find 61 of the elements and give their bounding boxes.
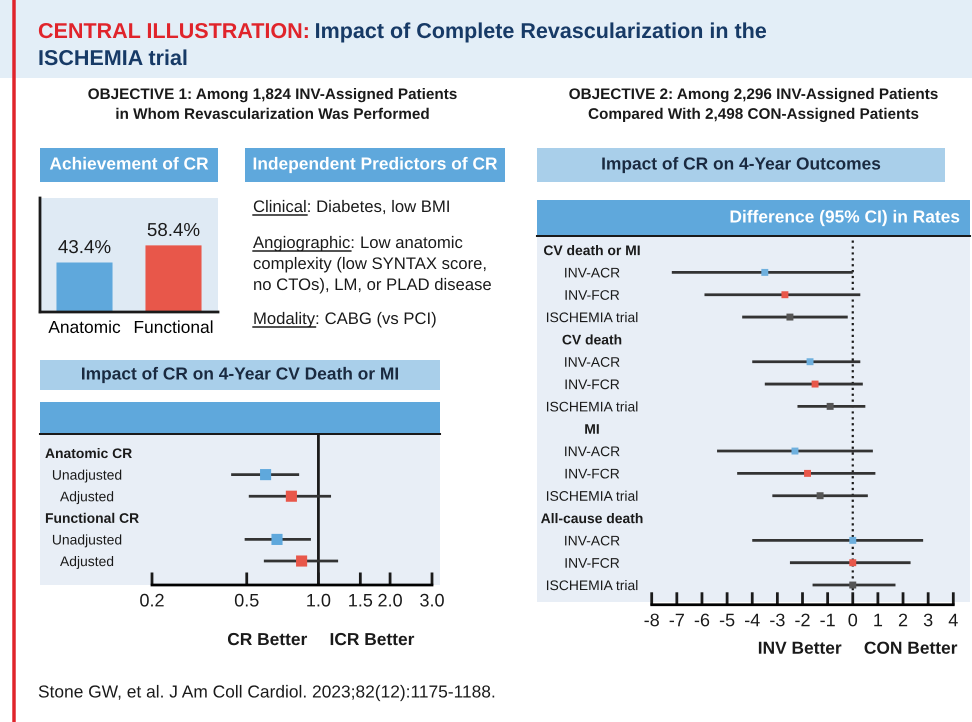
text: Modality: CABG (vs PCI): [254, 312, 436, 328]
x-tick-label: -6: [694, 614, 710, 626]
text: Stone GW, et al. J Am Coll Cardiol. 2023;82(12):1175-1188.: [38, 684, 494, 702]
y-tick-label: INV-ACR: [565, 536, 620, 546]
y-tick-label: All-cause death: [541, 513, 642, 524]
x-tick-label: -7: [670, 614, 684, 626]
text: Independent Predictors of CR: [254, 156, 498, 174]
text: Angiographic: Low anatomic complexity (low SYNTAX score, no CTOs), LM, or PLAD disease: [253, 236, 491, 294]
x-tick-label: 4: [948, 614, 958, 626]
y-tick-label: CV death or MI: [544, 245, 640, 256]
x-tick-label: -2: [795, 614, 810, 626]
y-tick-label: ISCHEMIA trial: [546, 490, 638, 501]
y-tick-label: ISCHEMIA trial: [546, 312, 638, 322]
y-tick-label: ISCHEMIA trial: [546, 401, 638, 412]
y-tick-label: Unadjusted: [52, 534, 122, 548]
y-tick-label: INV-ACR: [565, 268, 620, 278]
x-tick-label: -5: [720, 614, 734, 626]
x-axis-title: Difference (95% CI) in Rates: [730, 210, 960, 226]
y-tick-label: ISCHEMIA trial: [546, 580, 638, 590]
chart-title: CENTRAL ILLUSTRATION: Impact of Complete Revascularization in the ISCHEMIA trial: [38, 22, 766, 66]
x-tick-label: 0.5: [234, 594, 259, 607]
y-tick-label: Anatomic CR: [45, 448, 132, 458]
y-tick-label: CV death: [562, 334, 622, 345]
y-tick-label: INV-FCR: [566, 379, 620, 390]
text: Clinical: Diabetes, low BMI: [254, 200, 449, 214]
text: CR Better: [228, 632, 308, 646]
data-label: 43.4%: [58, 240, 110, 254]
y-tick-label: Adjusted: [60, 556, 114, 569]
y-tick-label: Adjusted: [60, 491, 114, 504]
x-tick-label: Functional: [134, 320, 212, 334]
y-tick-label: INV-ACR: [565, 357, 620, 367]
y-tick-label: INV-FCR: [566, 468, 620, 479]
x-tick-label: -4: [745, 614, 760, 626]
y-tick-label: Functional CR: [46, 512, 139, 523]
chart-subtitle: OBJECTIVE 2: Among 2,296 INV-Assigned Patients Compared With 2,498 CON-Assigned Patients: [569, 88, 938, 122]
y-tick-label: Unadjusted: [52, 470, 122, 483]
y-tick-label: MI: [585, 424, 599, 434]
text: INV Better: [758, 642, 842, 654]
text: CON Better: [864, 642, 958, 654]
y-tick-label: INV-FCR: [566, 558, 620, 568]
x-tick-label: -3: [770, 614, 785, 626]
x-tick-label: 0.2: [140, 594, 164, 607]
x-tick-label: -1: [820, 614, 835, 626]
x-tick-label: 3: [924, 614, 932, 626]
x-tick-label: -8: [644, 614, 659, 626]
chart-title: Impact of CR on 4-Year Outcomes: [602, 156, 880, 174]
x-tick-label: 2.0: [378, 594, 402, 607]
data-label: 58.4%: [148, 222, 200, 236]
x-tick-label: 2: [898, 614, 908, 626]
text: ICR Better: [330, 632, 414, 646]
x-tick-label: 0: [848, 614, 858, 626]
x-tick-label: 1.0: [307, 594, 330, 607]
text: OBJECTIVE 1: Among 1,824 INV-Assigned Patients in Whom Revascularization Was Performed: [88, 88, 457, 120]
y-tick-label: INV-FCR: [566, 290, 620, 300]
x-tick-label: 3.0: [420, 594, 444, 607]
chart-title: Achievement of CR: [50, 156, 208, 170]
chart-title: Impact of CR on 4-Year CV Death or MI: [82, 366, 398, 384]
y-tick-label: INV-ACR: [565, 446, 620, 456]
x-tick-label: 1: [874, 614, 882, 626]
x-tick-label: Anatomic: [48, 320, 120, 334]
x-tick-label: 1.5: [349, 594, 372, 607]
